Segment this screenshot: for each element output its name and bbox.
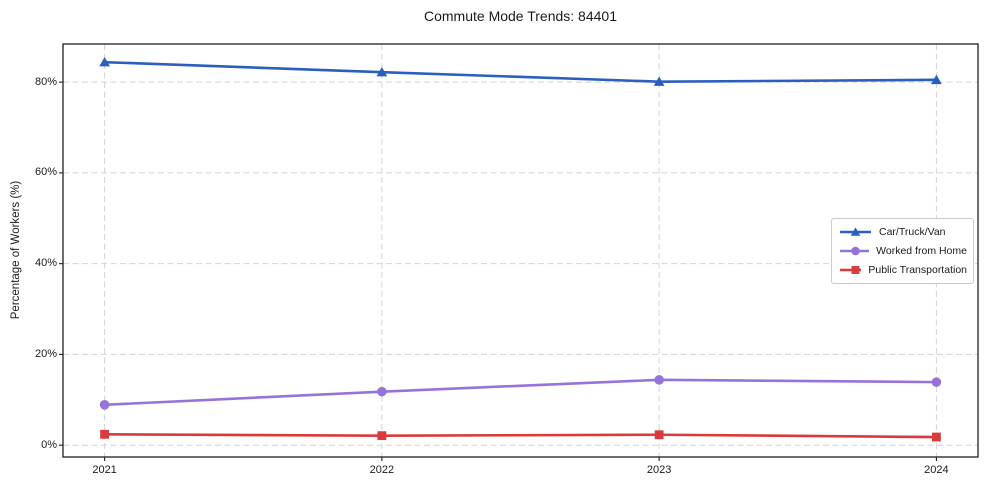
plot-border: [62, 43, 979, 458]
legend-item-worked-from-home: Worked from Home: [839, 241, 967, 260]
data-point-car-truck-van-2022: [376, 66, 388, 77]
line-square-marker-icon: [840, 265, 862, 274]
legend-label: Worked from Home: [876, 244, 967, 257]
data-point-car-truck-van-2021: [99, 56, 110, 67]
line-circle-marker-icon: [840, 246, 870, 255]
y-axis-title: Percentage of Workers (%): [10, 180, 22, 320]
y-tick-label-40%: 40%: [34, 257, 57, 270]
data-point-public-transportation-2024: [931, 432, 941, 442]
data-point-car-truck-van-2023: [653, 76, 665, 86]
series-worked-from-home: [99, 375, 942, 410]
series-public-transportation: [100, 429, 941, 442]
legend-item-car-truck-van: Car/Truck/Van: [839, 222, 967, 241]
series-line-worked-from-home: [103, 378, 938, 407]
data-point-car-truck-van-2024: [931, 74, 942, 85]
data-point-worked-from-home-2021: [99, 400, 110, 410]
x-tick-label-2024: 2024: [924, 464, 949, 476]
series-line-public-transportation: [103, 433, 938, 439]
x-tick-label-2023: 2023: [646, 464, 672, 476]
x-tick-label-2022: 2022: [369, 464, 395, 476]
data-point-worked-from-home-2023: [654, 375, 664, 385]
x-tick-label-2021: 2021: [92, 464, 117, 476]
legend-label: Public Transportation: [868, 263, 967, 276]
y-tick-label-20%: 20%: [34, 347, 57, 360]
data-point-public-transportation-2023: [654, 430, 664, 440]
chart-title: Commute Mode Trends: 84401: [424, 8, 617, 24]
y-tick-label-60%: 60%: [34, 166, 57, 179]
legend: Car/Truck/Van Worked from Home Public Tr…: [831, 218, 974, 284]
series-car-truck-van: [99, 56, 942, 86]
data-point-public-transportation-2021: [100, 429, 110, 439]
data-point-worked-from-home-2022: [377, 386, 387, 397]
y-tick-label-0%: 0%: [41, 438, 57, 451]
series-line-car-truck-van: [103, 60, 938, 83]
data-point-public-transportation-2022: [377, 431, 387, 441]
legend-item-public-transportation: Public Transportation: [839, 260, 967, 279]
y-tick-label-80%: 80%: [34, 75, 57, 88]
line-triangle-marker-icon: [840, 226, 871, 236]
legend-label: Car/Truck/Van: [879, 225, 946, 238]
data-point-worked-from-home-2024: [931, 377, 942, 387]
